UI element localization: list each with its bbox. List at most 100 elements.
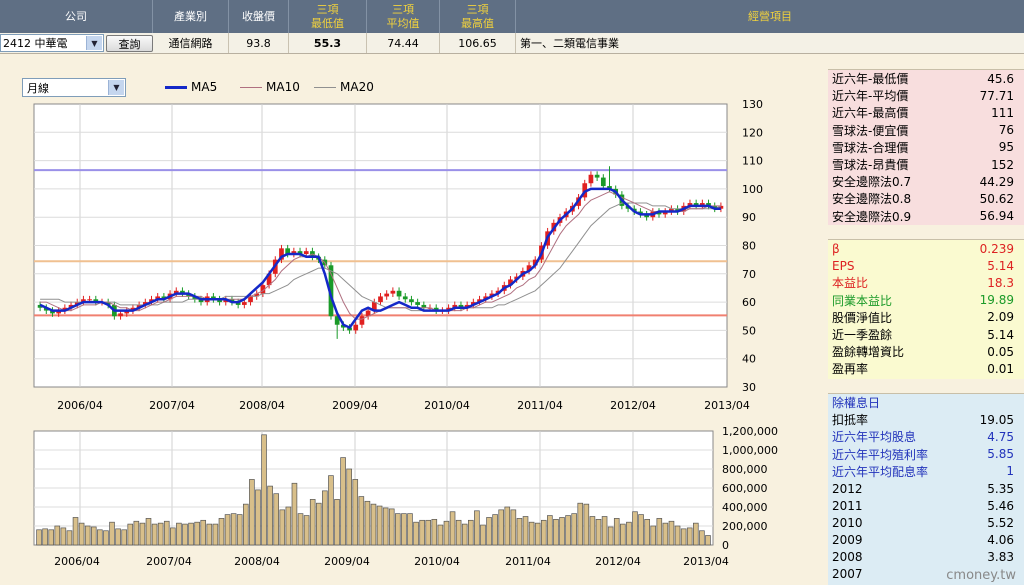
volume-bar	[60, 527, 67, 546]
candle-body	[458, 304, 464, 308]
volume-bar	[328, 475, 334, 546]
fundamental-row: β 0.239	[828, 240, 1024, 257]
volume-bar	[127, 523, 134, 546]
candle-body	[669, 208, 674, 212]
fundamental-label: 同業本益比	[832, 293, 893, 308]
chevron-down-icon: ▼	[108, 80, 124, 95]
candle-body	[136, 304, 142, 308]
candle-body	[396, 290, 402, 297]
volume-bar	[565, 515, 571, 546]
candle-body	[656, 211, 662, 215]
volume-bar	[358, 496, 365, 546]
dividend-label: 2008	[832, 550, 863, 565]
candle-body	[675, 208, 680, 212]
valuation-label: 安全邊際法0.9	[832, 209, 912, 224]
fundamental-row: 股價淨值比 2.09	[828, 309, 1024, 326]
price-y-tick-label: 120	[742, 126, 763, 139]
volume-bar	[461, 523, 468, 546]
industry-value: 通信網路	[153, 33, 229, 53]
volume-x-tick-label: 2009/04	[324, 555, 370, 568]
volume-bar	[376, 505, 383, 546]
business-value: 第一、二類電信事業	[520, 37, 619, 50]
volume-x-tick-label: 2007/04	[146, 555, 192, 568]
valuation-label: 近六年-最高價	[832, 106, 909, 121]
volume-bar	[613, 518, 620, 546]
candle-body	[638, 211, 643, 215]
fundamental-label: 近一季盈餘	[832, 328, 893, 343]
volume-bar	[133, 520, 140, 546]
volume-bar	[407, 513, 413, 546]
dividend-value: 5.35	[987, 481, 1014, 496]
candle-body	[74, 302, 80, 305]
dividend-row: 近六年平均配息率 1	[828, 463, 1024, 480]
volume-bar	[230, 513, 237, 546]
legend-ma5: MA5	[165, 80, 217, 94]
candle-body	[600, 177, 606, 187]
volume-bar	[419, 519, 425, 546]
volume-x-tick-label: 2013/04	[683, 555, 729, 568]
valuation-row: 安全邊際法0.8 50.62	[828, 190, 1024, 207]
legend-label: MA5	[191, 80, 218, 94]
price-y-tick-label: 90	[742, 211, 756, 224]
valuation-label: 安全邊際法0.7	[832, 175, 912, 190]
dividend-row: 近六年平均股息 4.75	[828, 428, 1024, 445]
candle-body	[142, 302, 148, 305]
volume-bar	[668, 520, 675, 546]
candle-body	[644, 214, 649, 218]
price-x-tick-label: 2008/04	[239, 399, 285, 412]
volume-bar	[97, 529, 103, 546]
legend-ma10: MA10	[240, 80, 300, 94]
volume-bar	[72, 517, 79, 546]
volume-bar	[218, 518, 225, 546]
header-min3: 三項 最低值	[289, 0, 367, 33]
candle-body	[402, 296, 408, 300]
valuation-row: 安全邊際法0.9 56.94	[828, 208, 1024, 225]
volume-bar	[638, 514, 644, 546]
fundamental-value: 0.01	[987, 361, 1014, 376]
dividend-label: 近六年平均殖利率	[832, 447, 929, 462]
volume-bar	[84, 525, 91, 546]
candle-body	[62, 307, 68, 311]
valuation-panel: 近六年-最低價 45.6 近六年-平均價 77.71 近六年-最高價 111 雪球法-便宜價…	[828, 69, 1024, 225]
dividend-value: 5.52	[987, 515, 1014, 530]
volume-x-tick-label: 2011/04	[505, 555, 551, 568]
volume-bar	[163, 520, 170, 546]
dividend-row: 近六年平均殖利率 5.85	[828, 446, 1024, 463]
stock-select[interactable]: 2412 中華電 ▼	[0, 34, 104, 52]
candle-body	[124, 310, 130, 314]
candle-body	[43, 307, 49, 311]
valuation-row: 雪球法-合理價 95	[828, 139, 1024, 156]
volume-bar	[547, 515, 553, 546]
volume-bar	[388, 508, 395, 546]
candle-body	[186, 293, 191, 297]
volume-bar	[267, 485, 273, 546]
legend-swatch	[240, 86, 262, 88]
candle-body	[384, 293, 390, 297]
query-button[interactable]: 查詢	[106, 35, 153, 52]
valuation-label: 雪球法-昂貴價	[832, 158, 909, 173]
candle-body	[353, 324, 359, 331]
header-max3: 三項 最高值	[440, 0, 516, 33]
volume-bar	[492, 514, 498, 546]
volume-bar	[468, 519, 474, 546]
volume-bar	[291, 482, 298, 546]
period-select[interactable]: 月線 ▼	[22, 78, 126, 97]
valuation-row: 安全邊際法0.7 44.29	[828, 173, 1024, 190]
candle-body	[241, 302, 247, 305]
candle-body	[699, 203, 705, 206]
candle-body	[433, 307, 439, 311]
fundamental-label: 盈餘轉增資比	[832, 345, 905, 360]
candle-body	[390, 290, 396, 294]
candle-body	[260, 285, 266, 294]
candle-body	[452, 304, 458, 308]
fundamentals-panel: β 0.239 EPS 5.14 本益比 18.3 同業本益比 19.89 股價淨值比 2.09…	[828, 239, 1024, 379]
fundamental-value: 5.14	[987, 258, 1014, 273]
volume-bar	[486, 517, 492, 546]
price-x-tick-label: 2009/04	[332, 399, 378, 412]
dividend-value: 4.75	[987, 429, 1014, 444]
dividend-label: 2007	[832, 567, 863, 582]
volume-bar	[474, 510, 480, 546]
dividend-row: 2008 3.83	[828, 549, 1024, 566]
min3-value: 55.3	[289, 33, 367, 53]
volume-bar	[42, 528, 48, 546]
